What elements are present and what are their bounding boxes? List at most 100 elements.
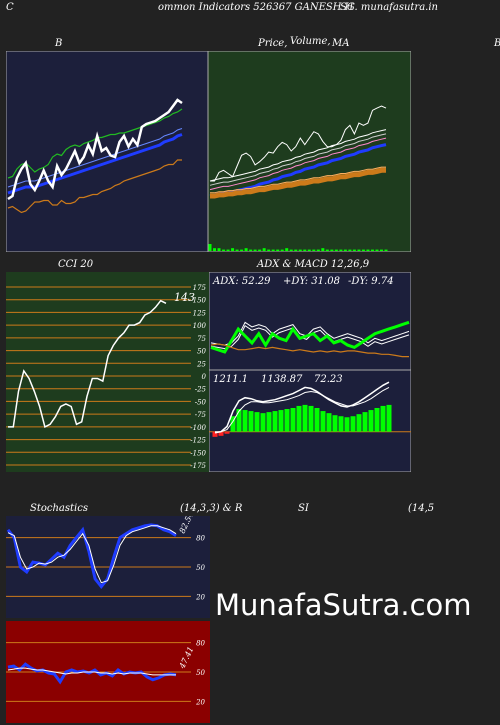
ma-title: MA bbox=[332, 38, 350, 49]
volume-bar bbox=[298, 249, 302, 251]
macd-histogram-bar bbox=[278, 410, 284, 432]
volume-bar bbox=[276, 249, 280, 251]
rsi-series bbox=[7, 662, 177, 685]
cci-tick-label: 125 bbox=[193, 309, 207, 317]
volume-bar bbox=[217, 248, 221, 251]
macd-histogram-bar bbox=[350, 416, 356, 432]
volume-bar bbox=[357, 249, 361, 251]
macd-histogram-bar bbox=[386, 404, 392, 432]
stoch-title: Stochastics bbox=[30, 503, 88, 514]
macd-histogram-bar bbox=[380, 405, 386, 432]
volume-bar bbox=[231, 248, 235, 251]
volume-bar bbox=[348, 249, 352, 251]
volume-bar bbox=[343, 249, 347, 251]
volume-bar bbox=[321, 248, 325, 251]
adx-line bbox=[210, 321, 410, 346]
cci-tick-label: -100 bbox=[190, 424, 206, 432]
rsi-tick-label: 20 bbox=[195, 698, 205, 706]
volume-bar bbox=[285, 248, 289, 251]
volume-bar bbox=[294, 249, 298, 251]
macd-histogram-bar bbox=[296, 405, 302, 432]
adx-chart: ADX: 52.29 +DY: 31.08 -DY: 9.74 bbox=[209, 272, 411, 370]
cci-tick-label: 150 bbox=[193, 297, 207, 305]
rsi-tick-label: 80 bbox=[196, 640, 205, 648]
cci-tick-label: 25 bbox=[196, 360, 206, 368]
cci-tick-label: 50 bbox=[197, 348, 206, 356]
rsi-title: SI bbox=[298, 503, 309, 514]
volume-bar bbox=[316, 249, 320, 251]
macd-histogram-bar bbox=[356, 414, 362, 432]
rsi-params: (14,5 bbox=[408, 503, 435, 514]
macd-label: 1211.1 bbox=[213, 374, 248, 385]
macd-histogram-bar bbox=[212, 431, 218, 437]
bollinger-series bbox=[7, 98, 183, 214]
volume-bar bbox=[334, 249, 338, 251]
cci-tick-label: 75 bbox=[197, 335, 206, 343]
cci-tick-label: -150 bbox=[190, 449, 206, 457]
price-ma-white-line bbox=[209, 129, 387, 182]
price-long-ma-edge-line bbox=[210, 166, 386, 194]
stoch-k-line bbox=[6, 523, 177, 589]
volume-bar bbox=[303, 249, 307, 251]
macd-series bbox=[209, 381, 411, 437]
macd-histogram-bar bbox=[266, 412, 272, 432]
histogram-label: 72.23 bbox=[314, 374, 343, 385]
volume-bar bbox=[267, 249, 271, 251]
cci-tick-label: -175 bbox=[190, 462, 206, 470]
macd-histogram-bar bbox=[284, 409, 290, 432]
macd-histogram-bar bbox=[254, 412, 260, 432]
macd-histogram-bar bbox=[242, 410, 248, 432]
price-ma-pink-line bbox=[209, 137, 387, 191]
volume-bar bbox=[208, 244, 212, 251]
bollinger-middle-band-edge-line bbox=[7, 128, 183, 188]
macd-histogram-bar bbox=[248, 411, 254, 432]
plus-di-line bbox=[210, 320, 410, 354]
macd-histogram-bar bbox=[332, 415, 338, 432]
stoch-tick-label: 80 bbox=[196, 535, 205, 543]
price-ma-gray-line bbox=[209, 133, 387, 186]
cci-line bbox=[8, 299, 167, 428]
macd-histogram-bar bbox=[368, 410, 374, 432]
volume-bar bbox=[370, 249, 374, 251]
volume-bars bbox=[208, 244, 388, 251]
plus-di-label: +DY: 31.08 bbox=[283, 276, 340, 287]
volume-bar bbox=[339, 249, 343, 251]
macd-line bbox=[214, 381, 390, 434]
macd-histogram-bar bbox=[260, 413, 266, 432]
macd-histogram-bar bbox=[224, 431, 230, 434]
edge-right-title: B bbox=[494, 38, 500, 49]
price-ma-chart bbox=[208, 51, 411, 252]
stoch-d-line bbox=[7, 525, 177, 584]
header-right: SG. munafasutra.in bbox=[340, 2, 438, 13]
bollinger-lower-band-line bbox=[7, 159, 182, 214]
signal-line bbox=[215, 386, 390, 433]
volume-bar bbox=[366, 249, 370, 251]
volume-bar bbox=[262, 248, 266, 251]
cci-grid: 175 150 125 100 75 50 25 0 -25 -50 -75 -100 -125 -150… bbox=[6, 284, 207, 470]
bollinger-price-line bbox=[7, 98, 183, 201]
volume-bar bbox=[384, 249, 388, 251]
macd-histogram-bar bbox=[362, 412, 368, 432]
cci-tick-label: 0 bbox=[202, 373, 207, 381]
price-long-ma-line bbox=[210, 167, 386, 199]
price-line bbox=[210, 105, 387, 182]
volume-bar bbox=[213, 248, 217, 251]
macd-histogram-bar bbox=[344, 417, 350, 432]
macd-histogram-bar bbox=[218, 431, 224, 436]
volume-bar bbox=[375, 249, 379, 251]
volume-bar bbox=[226, 249, 230, 251]
volume-bar bbox=[240, 249, 244, 251]
bollinger-title: B bbox=[55, 38, 63, 49]
macd-histogram-bar bbox=[290, 407, 296, 432]
adx-series bbox=[210, 320, 410, 358]
macd-histogram-bar bbox=[338, 416, 344, 432]
cci-title: CCI 20 bbox=[58, 259, 94, 270]
volume-bar bbox=[258, 249, 262, 251]
cci-series bbox=[8, 299, 167, 428]
volume-bar bbox=[280, 249, 284, 251]
rsi-rsi-ma-line bbox=[7, 667, 176, 676]
minus-di-label: -DY: 9.74 bbox=[348, 276, 394, 287]
macd-histogram-bar bbox=[308, 405, 314, 432]
macd-histogram-bar bbox=[302, 404, 308, 432]
